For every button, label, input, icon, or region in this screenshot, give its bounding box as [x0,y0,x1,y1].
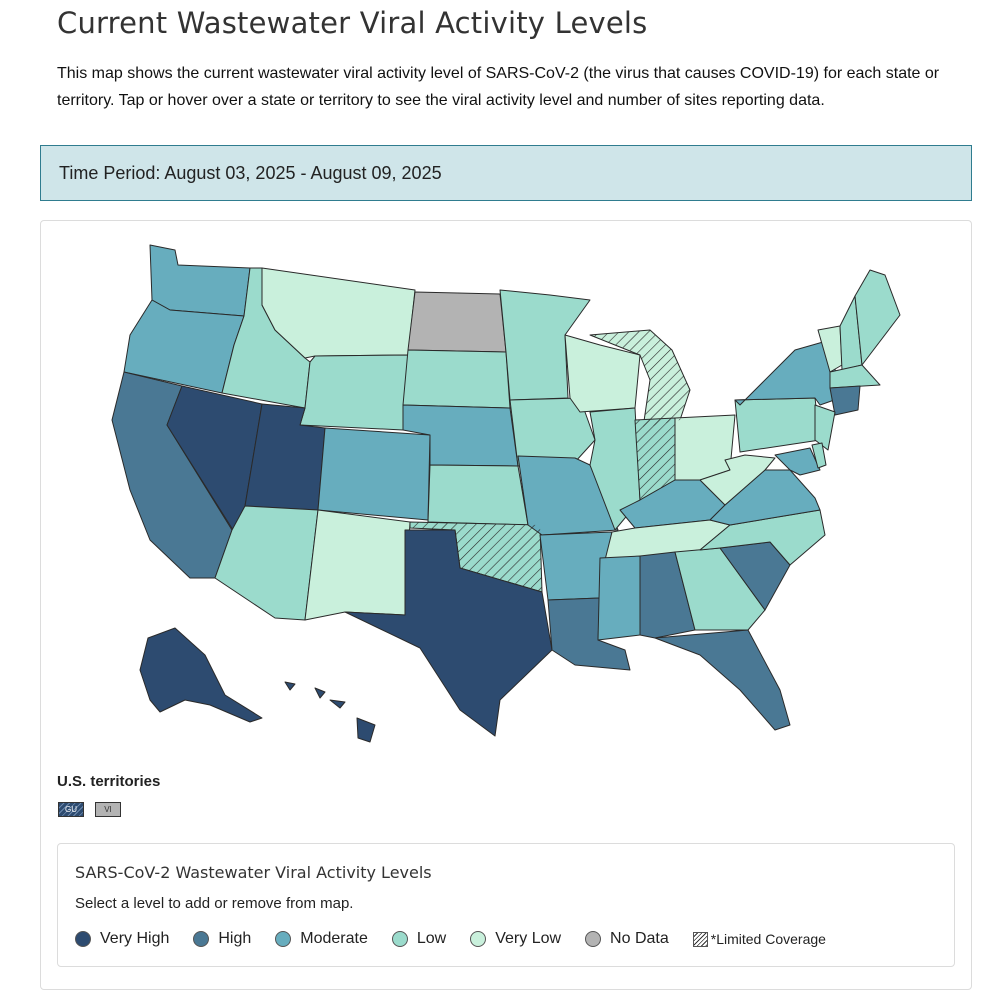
legend-item-very-low[interactable]: Very Low [470,930,561,948]
legend-instruction: Select a level to add or remove from map… [75,895,354,912]
very-high-swatch [75,931,91,947]
very-low-swatch [470,931,487,947]
state-north-dakota[interactable] [407,291,507,353]
legend-label: Very High [100,930,170,947]
moderate-swatch [275,931,292,947]
state-colorado[interactable] [317,427,431,521]
state-massachusetts[interactable] [829,364,881,389]
legend-item-moderate[interactable]: Moderate [275,930,368,948]
state-iowa[interactable] [509,397,596,467]
legend-item-limited-coverage: *Limited Coverage [692,931,826,947]
limited-coverage-label: *Limited Coverage [710,931,826,947]
state-new-jersey[interactable] [814,404,836,451]
state-minnesota[interactable] [499,289,591,401]
state-new-york[interactable] [734,339,841,406]
state-pennsylvania[interactable] [734,397,821,453]
intro-text: This map shows the current wastewater vi… [57,65,940,109]
legend-label: Very Low [495,930,562,947]
low-swatch [391,931,408,947]
territory-gu-button[interactable]: GU [58,802,84,817]
state-connecticut[interactable] [829,385,861,416]
state-washington[interactable] [149,244,251,317]
state-maryland[interactable] [774,447,821,476]
hatch-pattern-icon [692,931,708,947]
state-alaska[interactable] [139,627,263,723]
legend-label: Moderate [300,930,368,947]
no-data-swatch [585,931,602,947]
state-hawaii[interactable] [284,681,376,743]
legend-panel: SARS-CoV-2 Wastewater Viral Activity Lev… [57,843,955,967]
state-ohio[interactable] [674,414,736,481]
legend-item-no-data[interactable]: No Data [585,930,669,948]
legend-items: Very High High Moderate Low Very Low No … [75,930,826,948]
legend-item-low[interactable]: Low [391,930,447,948]
state-south-dakota[interactable] [402,349,511,409]
legend-title: SARS-CoV-2 Wastewater Viral Activity Lev… [75,863,432,882]
time-period-text: Time Period: August 03, 2025 - August 09… [59,163,442,183]
state-florida[interactable] [654,629,791,731]
state-delaware[interactable] [811,442,827,469]
high-swatch [193,931,210,947]
state-new-mexico[interactable] [304,509,411,621]
state-alabama[interactable] [639,551,696,639]
state-wyoming[interactable] [299,354,409,431]
territories-label: U.S. territories [57,773,161,790]
state-kansas[interactable] [427,464,529,526]
page-title: Current Wastewater Viral Activity Levels [57,6,648,40]
legend-item-very-high[interactable]: Very High [75,930,169,948]
state-west-virginia[interactable] [699,454,776,506]
time-period-box: Time Period: August 03, 2025 - August 09… [40,145,972,201]
state-maine[interactable] [854,269,901,366]
legend-label: No Data [610,930,669,947]
territory-vi-button[interactable]: VI [95,802,121,817]
state-mississippi[interactable] [597,555,641,641]
legend-label: Low [416,930,447,947]
legend-label: High [218,930,252,947]
legend-item-high[interactable]: High [193,930,251,948]
